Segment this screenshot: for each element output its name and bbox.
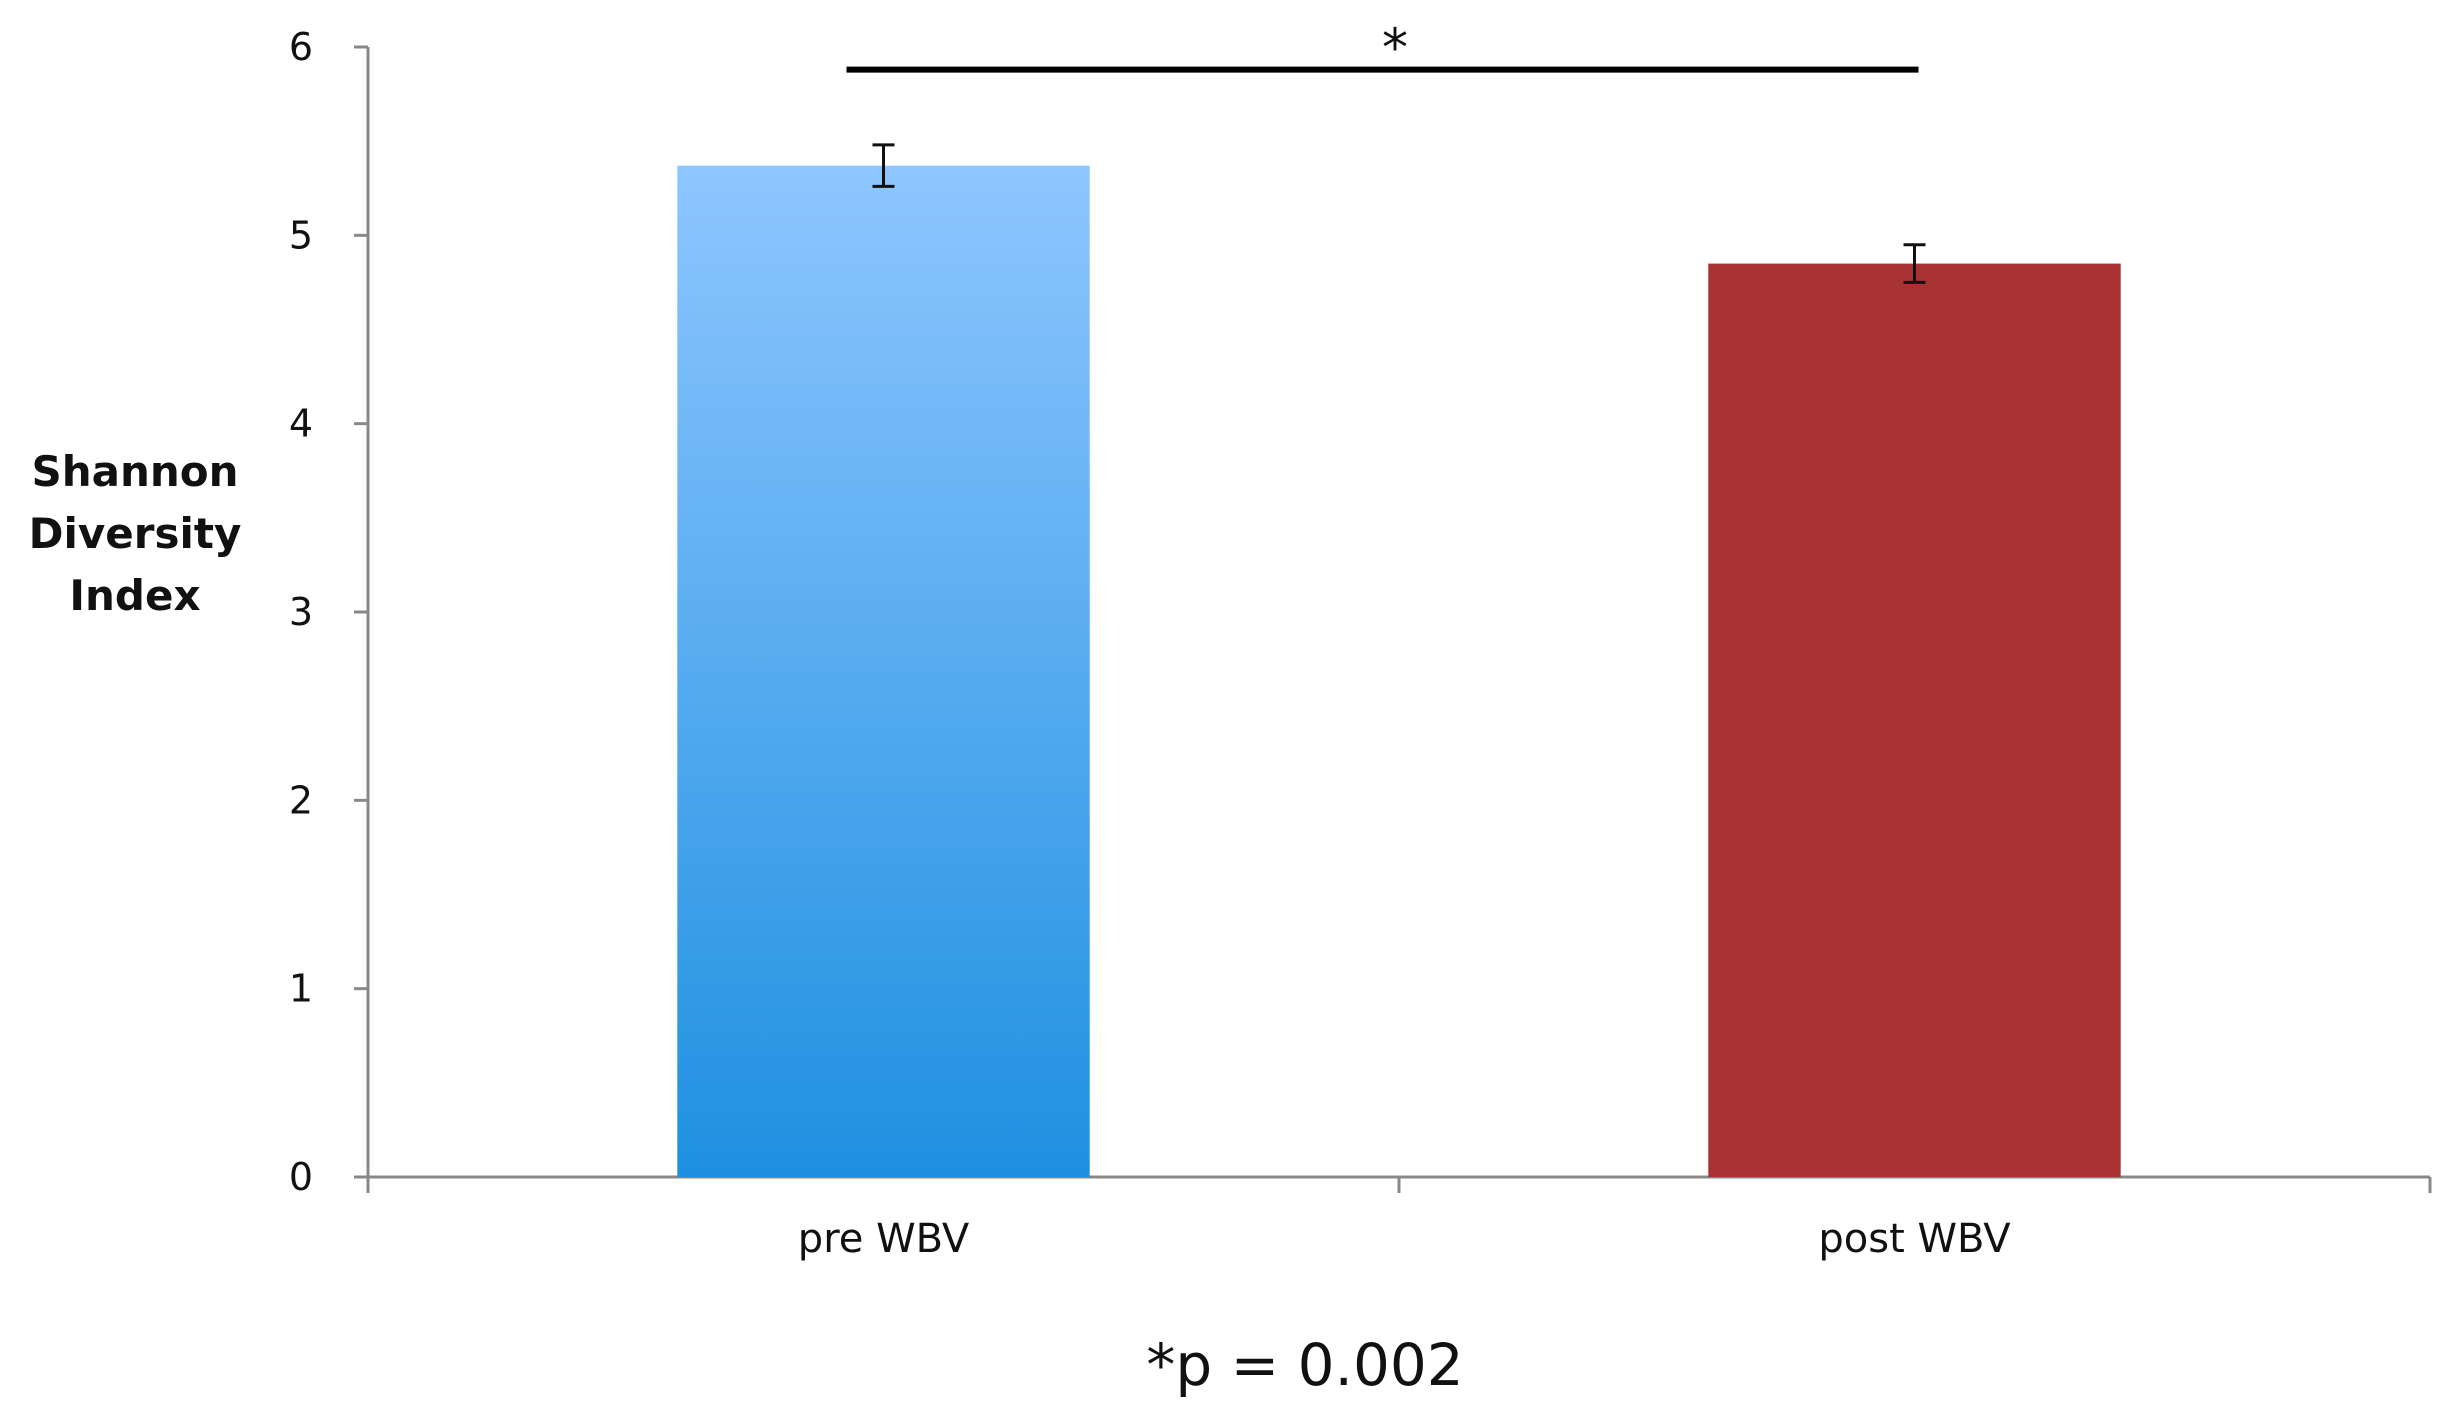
y-axis-label-line-2: Diversity [29, 509, 242, 558]
y-tick-label: 4 [289, 402, 313, 446]
y-tick-label: 6 [289, 25, 313, 69]
x-category-label: post WBV [1818, 1216, 2011, 1262]
x-axis [366, 1175, 2432, 1193]
bar-0 [677, 165, 1090, 1177]
x-category-label: pre WBV [798, 1216, 970, 1262]
error-bar-0 [872, 143, 895, 188]
y-tick-label: 3 [289, 590, 313, 634]
bar-1 [1708, 263, 2121, 1177]
y-axis-label-line-1: Shannon [31, 447, 238, 496]
y-tick-label: 0 [289, 1155, 313, 1199]
y-axis: 0 1 2 3 4 5 6 [289, 25, 370, 1199]
y-tick-label: 1 [289, 967, 313, 1011]
y-tick-label: 5 [289, 213, 313, 257]
p-value-annotation: *p = 0.002 [1146, 1331, 1463, 1399]
significance-marker: * [1382, 19, 1408, 79]
significance-group: * [846, 19, 1919, 79]
y-axis-label-line-3: Index [69, 571, 200, 620]
bars-group: pre WBV post WBV [677, 143, 2121, 1262]
y-tick-label: 2 [289, 778, 313, 822]
error-bar-1 [1903, 243, 1926, 284]
